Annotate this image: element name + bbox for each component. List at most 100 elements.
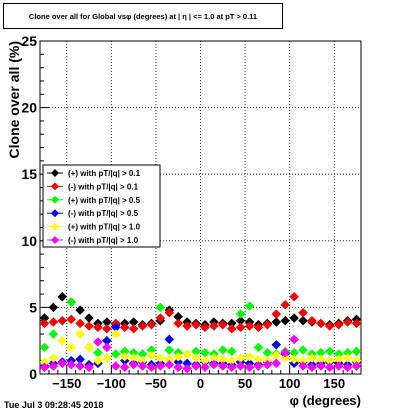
data-point	[93, 322, 103, 333]
legend-swatch-marker	[51, 195, 59, 204]
timestamp-footer: Tue Jul 3 09:28:45 2018	[4, 400, 104, 410]
data-point	[289, 291, 299, 302]
data-point	[235, 361, 246, 371]
data-point	[271, 309, 282, 319]
legend-swatch-marker	[51, 169, 59, 177]
data-point	[289, 313, 299, 323]
data-point	[110, 361, 121, 371]
data-point	[217, 319, 228, 330]
data-point	[84, 321, 94, 331]
data-point	[244, 321, 255, 331]
legend-label: (-) with pT/|q| > 0.5	[68, 209, 139, 218]
x-tick-label: 100	[279, 376, 301, 391]
data-point	[128, 359, 139, 370]
data-point	[316, 361, 326, 371]
data-point	[253, 361, 264, 371]
data-point	[262, 319, 273, 330]
data-point	[75, 318, 85, 329]
data-point	[298, 315, 308, 326]
y-tick-label: 5	[29, 299, 37, 315]
x-tick-label: −100	[97, 376, 126, 391]
data-point	[164, 307, 175, 318]
data-point	[298, 307, 308, 318]
data-point	[164, 359, 175, 370]
x-tick-label: 150	[323, 376, 345, 391]
legend-swatch-marker	[51, 236, 59, 244]
data-point	[164, 334, 175, 345]
y-tick-label: 20	[21, 100, 37, 116]
data-point	[146, 319, 157, 330]
data-point	[48, 361, 59, 371]
data-point	[155, 313, 166, 323]
data-point	[191, 319, 201, 330]
plot-area	[39, 291, 362, 374]
legend-label: (+) with pT/|q| > 0.5	[68, 196, 141, 205]
data-point	[119, 351, 130, 362]
data-point	[57, 291, 68, 302]
data-point	[200, 362, 210, 373]
data-point	[280, 353, 291, 363]
data-point	[119, 362, 130, 373]
series-2	[39, 291, 362, 334]
data-point	[39, 362, 50, 373]
data-point	[226, 323, 237, 334]
legend-swatch-marker	[51, 182, 59, 191]
data-point	[280, 315, 291, 326]
data-point	[324, 362, 335, 373]
data-point	[84, 362, 94, 373]
data-point	[324, 321, 335, 331]
data-point	[102, 323, 112, 334]
data-point	[280, 299, 291, 310]
data-point	[351, 361, 362, 371]
data-point	[316, 318, 326, 329]
data-point	[110, 349, 121, 359]
data-point	[244, 301, 255, 311]
data-point	[173, 362, 184, 373]
data-point	[351, 318, 362, 329]
data-point	[75, 361, 85, 371]
data-point	[182, 363, 192, 374]
data-point	[146, 350, 157, 361]
data-point	[333, 361, 344, 371]
data-point	[253, 322, 264, 333]
data-point	[75, 305, 85, 315]
data-point	[48, 329, 59, 339]
data-point	[39, 342, 50, 353]
data-point	[102, 342, 112, 353]
data-point	[209, 359, 219, 370]
data-point	[155, 302, 166, 313]
legend-box	[42, 164, 161, 248]
series-6	[39, 334, 362, 374]
data-point	[307, 315, 317, 326]
data-point	[235, 309, 246, 319]
data-point	[280, 347, 291, 358]
y-tick-label: 25	[21, 33, 37, 49]
y-tick-label: 0	[29, 366, 37, 382]
x-tick-label: 0	[197, 376, 204, 391]
data-point	[93, 337, 103, 347]
data-point	[271, 339, 282, 350]
data-point	[289, 354, 299, 365]
data-point	[75, 329, 85, 339]
data-point	[119, 322, 130, 333]
data-point	[182, 321, 192, 331]
series-5	[39, 329, 362, 367]
x-tick-label: −150	[52, 376, 81, 391]
data-point	[128, 323, 139, 334]
legend-label: (-) with pT/|q| > 0.1	[68, 182, 139, 191]
data-point	[271, 317, 282, 327]
title-box: Clone over all for Global vsφ (degrees) …	[3, 3, 283, 29]
data-point	[39, 318, 50, 329]
data-point	[262, 359, 273, 370]
data-point	[93, 355, 103, 366]
data-point	[57, 358, 68, 369]
data-point	[102, 353, 112, 363]
data-point	[66, 342, 77, 353]
data-point	[57, 315, 68, 326]
data-point	[200, 322, 210, 333]
chart-title: Clone over all for Global vsφ (degrees) …	[28, 12, 258, 21]
data-point	[342, 317, 353, 327]
data-point	[342, 362, 353, 373]
data-point	[48, 317, 59, 327]
